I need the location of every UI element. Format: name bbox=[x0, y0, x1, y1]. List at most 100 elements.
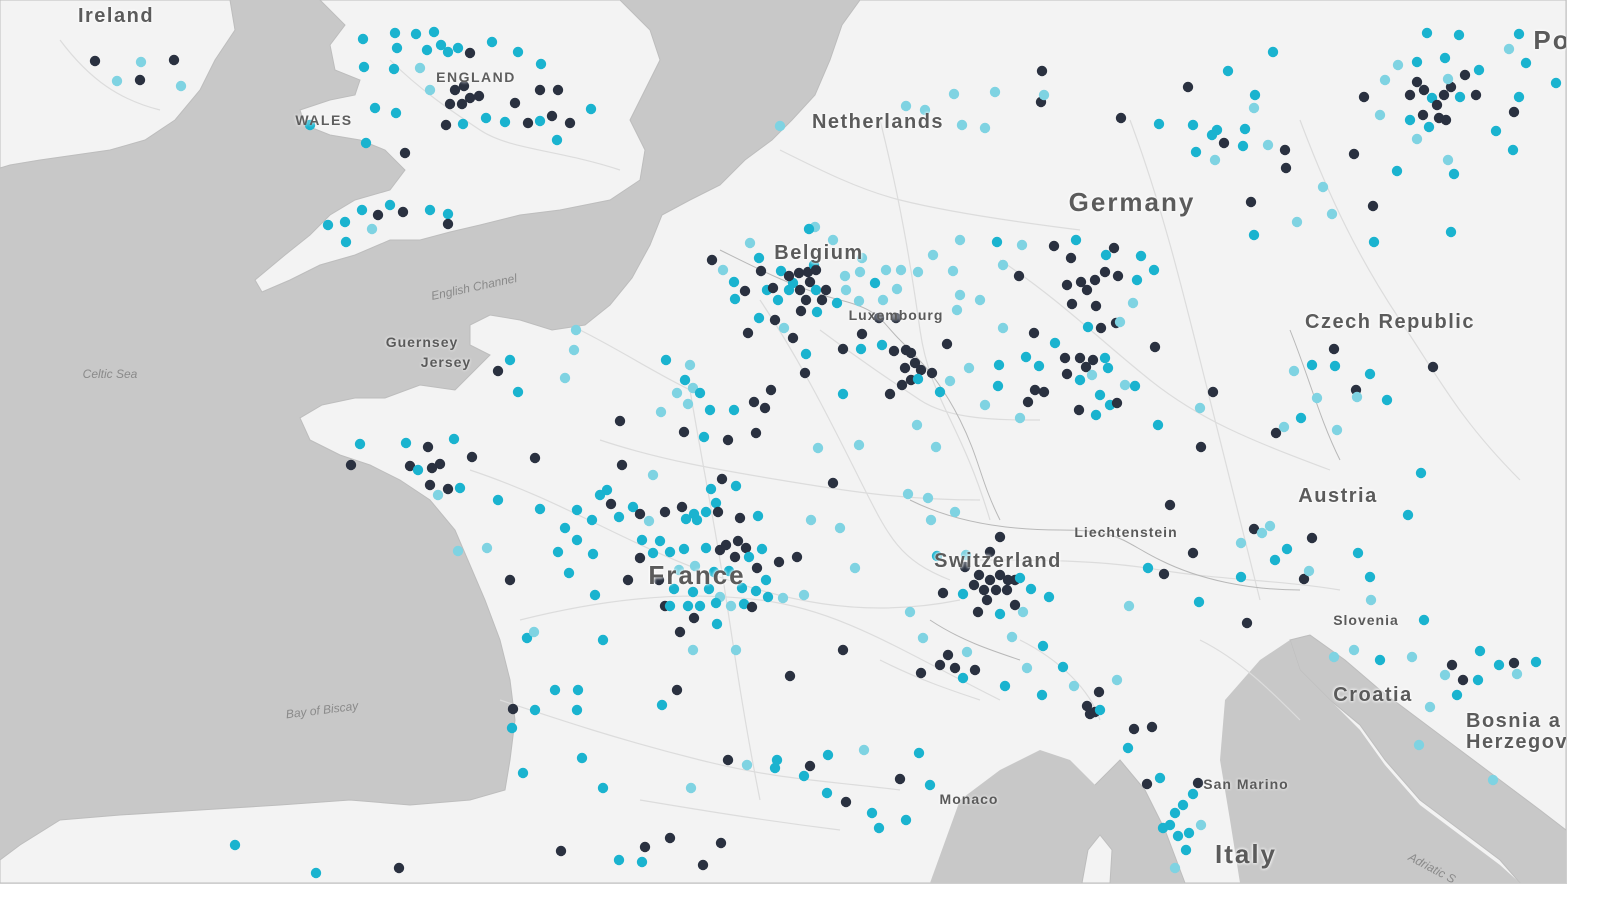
map-marker[interactable] bbox=[1248, 229, 1260, 241]
map-marker[interactable] bbox=[810, 284, 822, 296]
map-marker[interactable] bbox=[798, 770, 810, 782]
map-marker[interactable] bbox=[676, 501, 688, 513]
map-marker[interactable] bbox=[1108, 242, 1120, 254]
map-marker[interactable] bbox=[1424, 701, 1436, 713]
map-marker[interactable] bbox=[552, 546, 564, 558]
map-marker[interactable] bbox=[915, 364, 927, 376]
map-marker[interactable] bbox=[912, 266, 924, 278]
map-marker[interactable] bbox=[1119, 379, 1131, 391]
map-marker[interactable] bbox=[855, 343, 867, 355]
map-marker[interactable] bbox=[1036, 65, 1048, 77]
map-marker[interactable] bbox=[884, 388, 896, 400]
map-marker[interactable] bbox=[1439, 52, 1451, 64]
map-marker[interactable] bbox=[873, 312, 885, 324]
map-marker[interactable] bbox=[944, 375, 956, 387]
map-marker[interactable] bbox=[773, 556, 785, 568]
map-marker[interactable] bbox=[888, 345, 900, 357]
map-marker[interactable] bbox=[827, 477, 839, 489]
map-marker[interactable] bbox=[981, 594, 993, 606]
map-marker[interactable] bbox=[837, 388, 849, 400]
map-marker[interactable] bbox=[1249, 89, 1261, 101]
map-marker[interactable] bbox=[957, 588, 969, 600]
map-marker[interactable] bbox=[963, 362, 975, 374]
map-marker[interactable] bbox=[1135, 250, 1147, 262]
map-marker[interactable] bbox=[948, 88, 960, 100]
map-marker[interactable] bbox=[1241, 617, 1253, 629]
map-marker[interactable] bbox=[434, 458, 446, 470]
map-marker[interactable] bbox=[753, 312, 765, 324]
map-marker[interactable] bbox=[978, 584, 990, 596]
map-marker[interactable] bbox=[1439, 669, 1451, 681]
map-marker[interactable] bbox=[671, 684, 683, 696]
map-marker[interactable] bbox=[389, 27, 401, 39]
map-marker[interactable] bbox=[1169, 862, 1181, 874]
map-marker[interactable] bbox=[432, 489, 444, 501]
map-marker[interactable] bbox=[660, 354, 672, 366]
map-marker[interactable] bbox=[678, 426, 690, 438]
map-marker[interactable] bbox=[1391, 165, 1403, 177]
map-marker[interactable] bbox=[636, 534, 648, 546]
map-marker[interactable] bbox=[951, 304, 963, 316]
map-marker[interactable] bbox=[674, 626, 686, 638]
map-marker[interactable] bbox=[1049, 337, 1061, 349]
map-marker[interactable] bbox=[1270, 427, 1282, 439]
map-marker[interactable] bbox=[1470, 89, 1482, 101]
map-marker[interactable] bbox=[840, 796, 852, 808]
map-marker[interactable] bbox=[1142, 562, 1154, 574]
map-marker[interactable] bbox=[1411, 76, 1423, 88]
map-marker[interactable] bbox=[769, 762, 781, 774]
map-marker[interactable] bbox=[1235, 537, 1247, 549]
map-marker[interactable] bbox=[1029, 384, 1041, 396]
map-marker[interactable] bbox=[506, 722, 518, 734]
map-marker[interactable] bbox=[751, 562, 763, 574]
map-marker[interactable] bbox=[973, 569, 985, 581]
map-marker[interactable] bbox=[959, 561, 971, 573]
map-marker[interactable] bbox=[759, 402, 771, 414]
map-marker[interactable] bbox=[458, 80, 470, 92]
map-marker[interactable] bbox=[1374, 654, 1386, 666]
map-marker[interactable] bbox=[999, 680, 1011, 692]
map-marker[interactable] bbox=[934, 659, 946, 671]
map-marker[interactable] bbox=[1288, 365, 1300, 377]
map-marker[interactable] bbox=[805, 514, 817, 526]
map-marker[interactable] bbox=[568, 344, 580, 356]
map-marker[interactable] bbox=[922, 492, 934, 504]
map-marker[interactable] bbox=[1009, 599, 1021, 611]
map-marker[interactable] bbox=[994, 531, 1006, 543]
map-marker[interactable] bbox=[738, 598, 750, 610]
map-marker[interactable] bbox=[1374, 109, 1386, 121]
map-marker[interactable] bbox=[1245, 196, 1257, 208]
map-marker[interactable] bbox=[1411, 133, 1423, 145]
map-marker[interactable] bbox=[1411, 56, 1423, 68]
map-marker[interactable] bbox=[1094, 389, 1106, 401]
map-marker[interactable] bbox=[1364, 368, 1376, 380]
map-marker[interactable] bbox=[1379, 74, 1391, 86]
map-marker[interactable] bbox=[831, 297, 843, 309]
map-marker[interactable] bbox=[1033, 360, 1045, 372]
map-marker[interactable] bbox=[798, 589, 810, 601]
map-marker[interactable] bbox=[563, 567, 575, 579]
map-marker[interactable] bbox=[1089, 274, 1101, 286]
map-marker[interactable] bbox=[464, 47, 476, 59]
map-marker[interactable] bbox=[1081, 700, 1093, 712]
map-marker[interactable] bbox=[504, 354, 516, 366]
map-marker[interactable] bbox=[694, 387, 706, 399]
map-marker[interactable] bbox=[507, 703, 519, 715]
map-marker[interactable] bbox=[480, 112, 492, 124]
map-marker[interactable] bbox=[559, 522, 571, 534]
map-marker[interactable] bbox=[428, 26, 440, 38]
map-marker[interactable] bbox=[1513, 91, 1525, 103]
map-marker[interactable] bbox=[1075, 276, 1087, 288]
map-marker[interactable] bbox=[639, 841, 651, 853]
map-marker[interactable] bbox=[909, 357, 921, 369]
map-marker[interactable] bbox=[1038, 386, 1050, 398]
map-marker[interactable] bbox=[1413, 739, 1425, 751]
map-marker[interactable] bbox=[589, 589, 601, 601]
map-marker[interactable] bbox=[1392, 59, 1404, 71]
map-marker[interactable] bbox=[708, 566, 720, 578]
map-marker[interactable] bbox=[794, 284, 806, 296]
map-marker[interactable] bbox=[1190, 146, 1202, 158]
map-marker[interactable] bbox=[1454, 91, 1466, 103]
map-marker[interactable] bbox=[1513, 28, 1525, 40]
map-marker[interactable] bbox=[111, 75, 123, 87]
